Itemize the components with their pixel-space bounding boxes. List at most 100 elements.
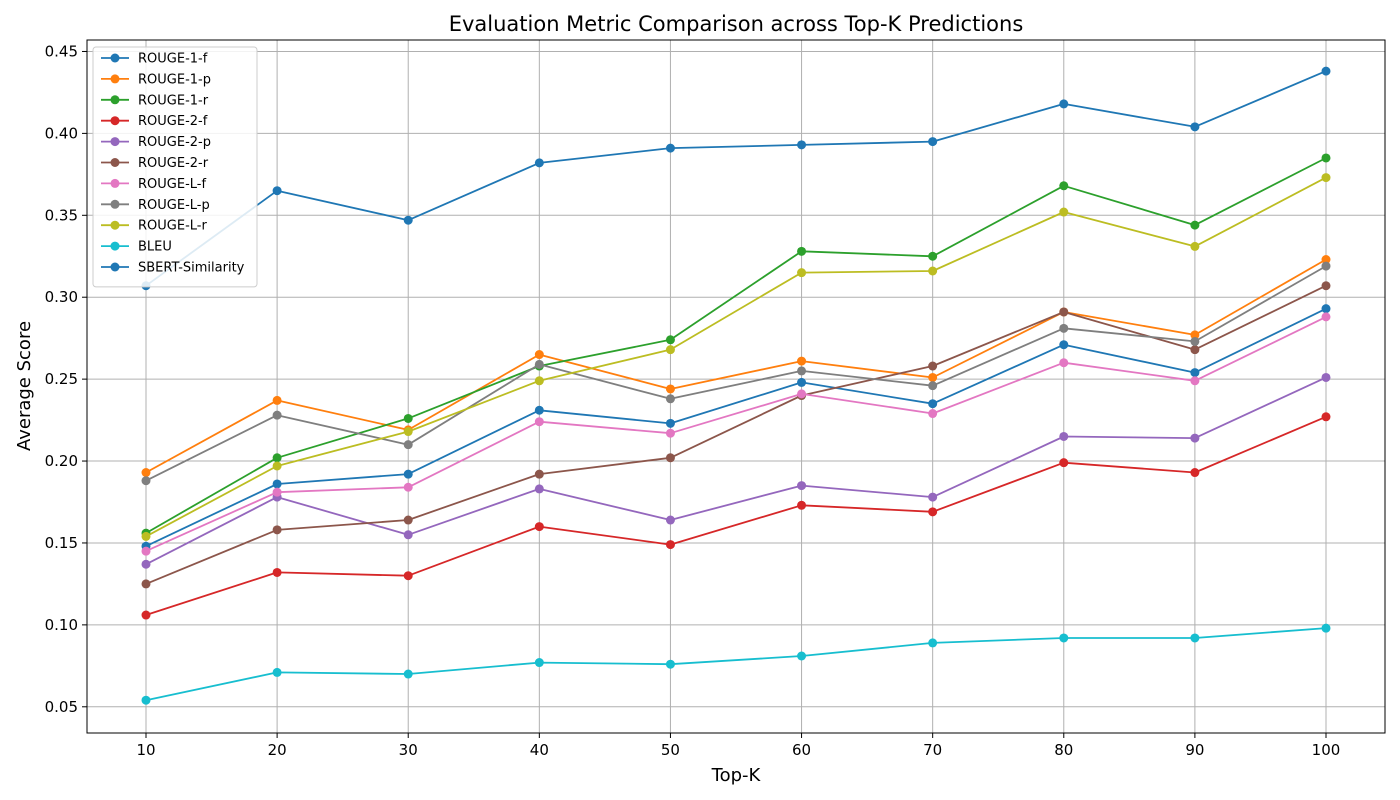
data-point (1321, 255, 1331, 265)
data-point (403, 530, 413, 540)
data-point (272, 410, 282, 420)
legend-label: ROUGE-1-f (138, 52, 208, 67)
data-point (272, 461, 282, 471)
x-tick-label: 90 (1185, 741, 1204, 759)
data-point (1190, 376, 1200, 386)
legend-label: SBERT-Similarity (138, 261, 245, 276)
legend-marker (110, 137, 120, 147)
series-line (145, 316, 1327, 552)
legend-item: ROUGE-1-r (101, 93, 209, 108)
data-point (928, 372, 938, 382)
data-point (797, 481, 807, 491)
legend-item: ROUGE-L-f (101, 177, 206, 192)
data-point (534, 350, 544, 360)
data-point (272, 453, 282, 463)
x-tick-label: 30 (399, 741, 418, 759)
data-point (928, 251, 938, 261)
series-sbert-similarity (141, 66, 1331, 291)
data-point (665, 345, 675, 355)
data-point (665, 335, 675, 345)
data-point (141, 546, 151, 556)
data-point (141, 531, 151, 541)
y-tick-label: 0.15 (45, 534, 78, 552)
data-point (928, 266, 938, 276)
data-point (272, 567, 282, 577)
legend-item: ROUGE-1-f (101, 52, 208, 67)
data-point (665, 515, 675, 525)
data-point (665, 143, 675, 153)
data-point (928, 409, 938, 419)
series-rouge-2-f (141, 412, 1331, 620)
data-point (928, 638, 938, 648)
y-tick-label: 0.05 (45, 698, 78, 716)
data-point (1321, 412, 1331, 422)
data-point (141, 468, 151, 478)
data-point (1321, 66, 1331, 76)
data-point (1321, 623, 1331, 633)
data-point (665, 540, 675, 550)
data-point (1321, 372, 1331, 382)
series-line (145, 284, 1327, 585)
series-rouge-l-p (141, 261, 1331, 486)
legend-item: ROUGE-2-f (101, 114, 208, 129)
legend-marker (110, 158, 120, 167)
grid (87, 40, 1385, 733)
data-point (534, 405, 544, 415)
data-point (928, 399, 938, 409)
legend-marker (110, 199, 120, 209)
data-point (1059, 207, 1069, 217)
data-point (403, 515, 413, 525)
data-point (928, 492, 938, 502)
data-point (797, 377, 807, 387)
y-tick-label: 0.40 (45, 124, 78, 142)
data-point (141, 476, 151, 486)
legend-item: ROUGE-L-r (101, 219, 207, 234)
data-point (1321, 261, 1331, 271)
data-point (665, 384, 675, 394)
legend-marker (110, 178, 120, 188)
legend-marker (110, 262, 120, 272)
data-point (665, 453, 675, 463)
data-point (272, 487, 282, 497)
legend-item: ROUGE-2-r (101, 156, 209, 171)
series-line (145, 70, 1327, 287)
data-point (403, 427, 413, 437)
series-rouge-l-f (141, 312, 1331, 556)
data-point (403, 440, 413, 450)
y-axis-label: Average Score (14, 321, 35, 451)
data-point (1059, 431, 1069, 441)
data-point (665, 428, 675, 438)
data-point (272, 186, 282, 196)
series-line (145, 157, 1327, 534)
legend-label: ROUGE-L-r (138, 219, 207, 234)
x-tick-label: 80 (1054, 741, 1073, 759)
series-line (145, 258, 1327, 474)
x-tick-label: 50 (661, 741, 680, 759)
series-bleu (141, 623, 1331, 705)
series-rouge-2-r (141, 281, 1331, 589)
series-line (145, 376, 1327, 566)
legend-label: ROUGE-2-p (138, 135, 211, 150)
legend-marker (110, 95, 120, 105)
y-tick-label: 0.35 (45, 206, 78, 224)
legend-label: ROUGE-2-r (138, 156, 209, 171)
data-point (1059, 99, 1069, 109)
legend: ROUGE-1-f ROUGE-1-p ROUGE-1-r ROUGE-2-f ROUG… (92, 46, 258, 288)
data-point (665, 659, 675, 669)
series-group (141, 66, 1331, 705)
data-point (272, 525, 282, 535)
data-point (1059, 358, 1069, 368)
legend-label: ROUGE-L-f (138, 177, 206, 192)
series-line (145, 265, 1327, 482)
y-tick-label: 0.10 (45, 616, 78, 634)
data-point (272, 479, 282, 489)
legend-label: BLEU (138, 240, 172, 255)
data-point (928, 381, 938, 391)
data-point (1190, 122, 1200, 132)
data-point (403, 413, 413, 423)
axis-ticks: 10 20 30 40 50 60 70 80 90 100 0.05 0.10 0.15 0.20 0.2… (45, 42, 1341, 759)
y-tick-label: 0.20 (45, 452, 78, 470)
data-point (928, 507, 938, 517)
data-point (665, 418, 675, 428)
legend-label: ROUGE-2-f (138, 114, 208, 129)
